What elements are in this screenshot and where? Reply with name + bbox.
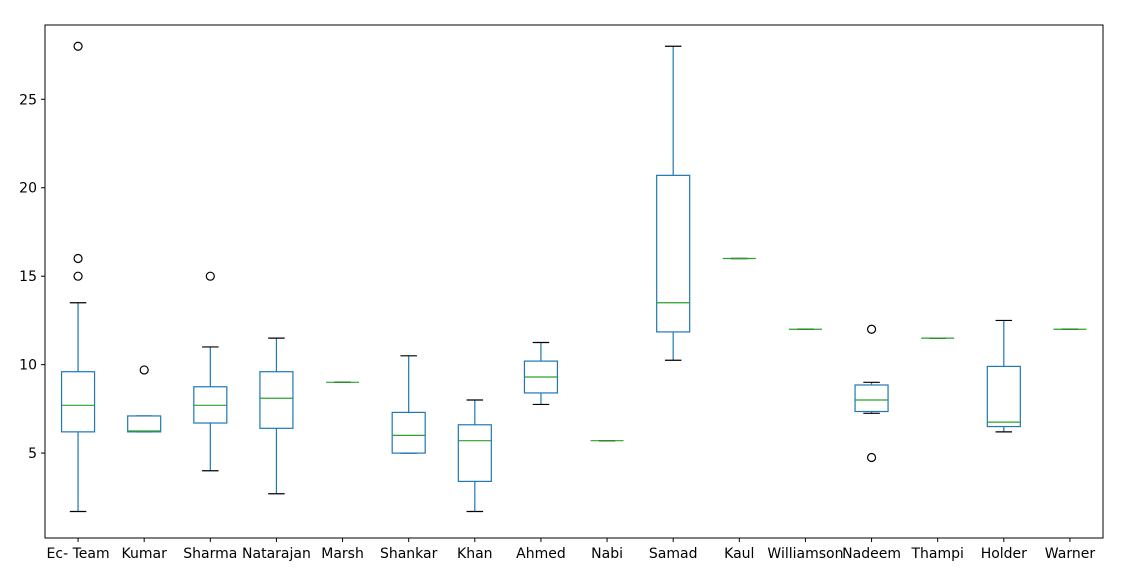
- iqr-box: [391, 411, 426, 454]
- iqr-box: [457, 424, 492, 482]
- iqr-box: [259, 371, 294, 429]
- axes-frame: [44, 24, 1104, 539]
- outlier-point: [73, 253, 83, 264]
- plot-area: [60, 41, 1087, 513]
- x-tick-label: Khan: [457, 546, 493, 562]
- x-tick-label: Sharma: [183, 546, 237, 562]
- iqr-box: [60, 371, 96, 433]
- iqr-box: [986, 365, 1021, 428]
- x-tick-label: Warner: [1045, 546, 1096, 562]
- x-tick-label: Ec- Team: [47, 546, 110, 562]
- x-tick-label: Holder: [981, 546, 1027, 562]
- x-tick-label: Nadeem: [842, 546, 901, 562]
- x-tick-label: Kaul: [724, 546, 754, 562]
- box-group-kumar: [127, 365, 162, 433]
- box-group-sharma: [193, 271, 228, 472]
- x-tick-label: Kumar: [122, 546, 168, 562]
- x-tick-label: Natarajan: [242, 546, 311, 562]
- box-group-holder: [986, 319, 1021, 433]
- y-tick-label: 10: [19, 358, 37, 374]
- outlier-point: [139, 365, 149, 375]
- box-group-ahmed: [523, 341, 559, 406]
- box-group-ec-team: [60, 41, 96, 513]
- outlier-point: [866, 452, 877, 463]
- y-tick-label: 5: [28, 446, 37, 462]
- y-tick-label: 15: [19, 269, 37, 285]
- outlier-point: [866, 324, 877, 334]
- axes: 5 10 15 20 25 Ec- Team Kumar Sharma Natarajan Mar…: [19, 24, 1104, 562]
- iqr-box: [656, 174, 691, 333]
- box-group-shankar: [391, 355, 426, 454]
- x-tick-label: Thampi: [910, 546, 963, 562]
- x-tick-label: Ahmed: [516, 546, 566, 562]
- box-group-natarajan: [259, 337, 294, 495]
- box-group-khan: [457, 399, 492, 513]
- y-tick-label: 20: [19, 181, 37, 197]
- box-group-samad: [656, 45, 691, 361]
- x-tick-label: Samad: [649, 546, 698, 562]
- x-tick-label: Williamson: [767, 546, 843, 562]
- box-group-nadeem: [854, 324, 889, 463]
- iqr-box: [127, 415, 162, 433]
- outlier-point: [73, 271, 83, 281]
- outlier-point: [205, 271, 215, 281]
- x-tick-label: Marsh: [321, 546, 364, 562]
- y-tick-label: 25: [19, 92, 37, 108]
- iqr-box: [854, 384, 889, 413]
- x-tick-label: Nabi: [591, 546, 623, 562]
- outlier-point: [73, 41, 83, 51]
- x-tick-label: Shankar: [380, 546, 438, 562]
